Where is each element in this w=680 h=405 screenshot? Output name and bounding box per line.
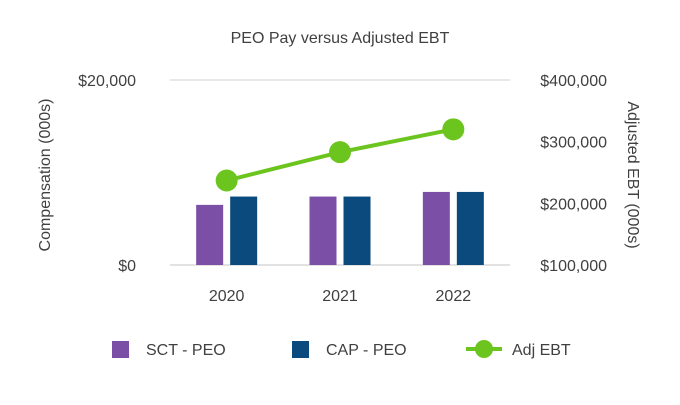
x-tick-label: 2022: [436, 288, 472, 305]
y-axis-left-label: Compensation (000s): [37, 99, 54, 252]
y-axis-right-label: Adjusted EBT (000s): [624, 101, 641, 248]
y-axis-right-ticks: $100,000 $200,000 $300,000 $400,000: [540, 73, 607, 275]
x-axis-ticks: 2020 2021 2022: [209, 288, 471, 305]
y-right-tick-label: $200,000: [540, 196, 607, 213]
y-right-tick-label: $300,000: [540, 135, 607, 152]
y-right-tick-label: $400,000: [540, 73, 607, 90]
y-left-tick-label: $20,000: [78, 73, 136, 90]
point-adj-ebt: [215, 169, 238, 192]
x-tick-label: 2021: [322, 288, 358, 305]
chart-title: PEO Pay versus Adjusted EBT: [231, 30, 450, 47]
point-adj-ebt: [329, 141, 351, 164]
legend-swatch-cap-peo: [292, 341, 309, 358]
legend-label-adj-ebt: Adj EBT: [512, 342, 571, 359]
line-series: [215, 118, 465, 192]
legend-label-sct-peo: SCT - PEO: [146, 342, 226, 359]
x-tick-label: 2020: [209, 288, 245, 305]
y-axis-left-ticks: $0 $20,000: [78, 73, 136, 275]
legend: SCT - PEO CAP - PEO Adj EBT: [112, 340, 571, 359]
legend-swatch-sct-peo: [112, 341, 129, 358]
bar-cap-peo: [456, 191, 484, 265]
bar-sct-peo: [196, 204, 224, 265]
bar-sct-peo: [309, 196, 337, 265]
bar-cap-peo: [230, 196, 258, 265]
point-adj-ebt: [442, 118, 465, 141]
bar-cap-peo: [343, 196, 371, 265]
legend-label-cap-peo: CAP - PEO: [326, 342, 407, 359]
bar-series: [196, 191, 484, 265]
y-left-tick-label: $0: [118, 258, 136, 275]
bar-sct-peo: [422, 191, 450, 265]
y-right-tick-label: $100,000: [540, 258, 607, 275]
gridlines: [170, 79, 510, 266]
legend-marker-adj-ebt: [475, 340, 493, 358]
